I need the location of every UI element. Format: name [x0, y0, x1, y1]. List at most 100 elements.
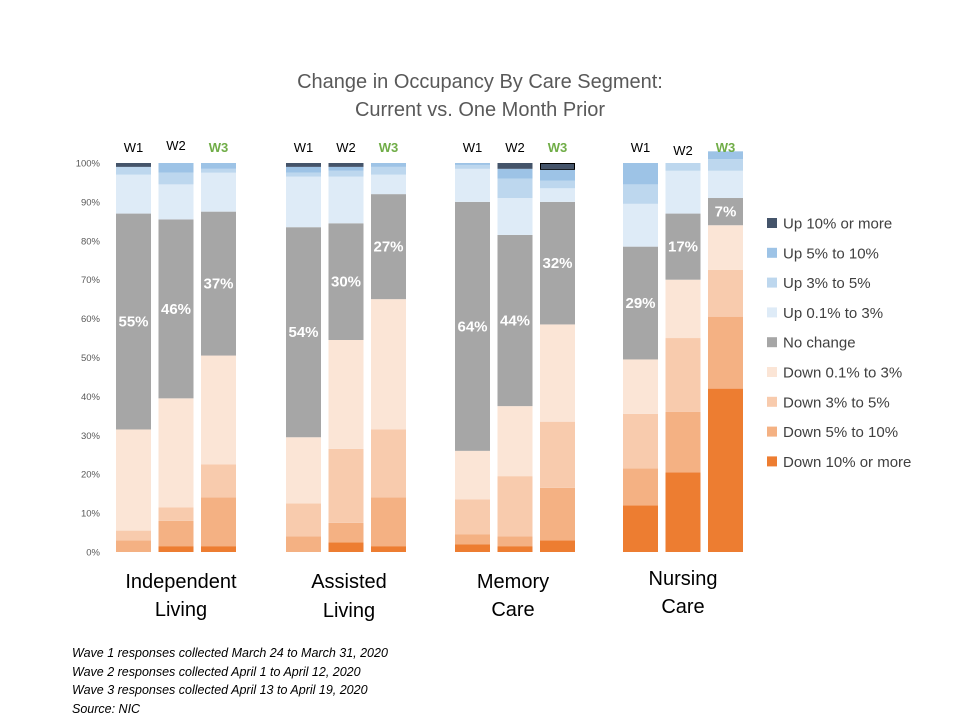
y-tick-label: 100%: [76, 159, 101, 170]
bar-segment: [708, 151, 743, 160]
bar-data-label: 46%: [161, 301, 191, 318]
bar-segment: [665, 338, 701, 412]
legend-label: Down 3% to 5%: [783, 394, 890, 411]
bar-data-label: 27%: [373, 239, 403, 256]
y-tick-label: 90%: [81, 197, 101, 208]
bar-segment: [371, 163, 406, 167]
bar-segment: [455, 201, 490, 451]
bar-segment: [497, 163, 533, 169]
wave-label: W2: [166, 138, 186, 153]
bar-segment: [497, 536, 533, 547]
bar-segment: [158, 163, 194, 173]
y-tick-label: 70%: [81, 275, 101, 286]
legend-label: Up 5% to 10%: [783, 245, 879, 262]
bar-segment: [623, 184, 658, 204]
bar-segment: [328, 448, 364, 523]
bar-segment: [328, 170, 364, 177]
bar-segment: [328, 166, 364, 171]
bar-data-label: 54%: [288, 324, 318, 341]
y-tick-label: 10%: [81, 509, 101, 520]
legend-label: Up 0.1% to 3%: [783, 305, 883, 322]
wave-label: W3: [209, 140, 229, 155]
bar-segment: [116, 213, 151, 430]
bar-segment: [371, 166, 406, 175]
category-label: Independent: [125, 571, 237, 593]
bar-segment: [286, 176, 321, 228]
bar-segment: [708, 159, 743, 171]
bar-segment: [158, 219, 194, 399]
bar-segment: [623, 246, 658, 360]
wave-label: W1: [631, 140, 651, 155]
bar-segment: [540, 163, 575, 169]
legend-label: Down 10% or more: [783, 454, 911, 471]
wave-label: W2: [505, 140, 525, 155]
bar-segment: [158, 184, 194, 220]
legend-swatch: [767, 247, 777, 258]
bar-segment: [623, 203, 658, 247]
wave-label: W2: [673, 143, 693, 158]
category-label: Care: [661, 596, 704, 618]
bar-segment: [540, 421, 575, 488]
legend-swatch: [767, 337, 777, 348]
bar-segment: [158, 398, 194, 508]
bar-segment: [328, 223, 364, 340]
category-label: Living: [155, 599, 207, 621]
chart-title-line2: Current vs. One Month Prior: [354, 99, 606, 121]
bar-segment: [116, 429, 151, 531]
bar-segment: [328, 163, 364, 167]
bar-segment: [116, 540, 151, 552]
bar-segment: [455, 164, 490, 169]
bar-segment: [623, 468, 658, 506]
bar-segment: [623, 163, 658, 185]
bar-segment: [708, 170, 743, 199]
wave-label: W3: [716, 140, 736, 155]
category-label: Living: [323, 600, 375, 622]
bar-segment: [371, 429, 406, 498]
bar-segment: [540, 188, 575, 202]
bar-data-label: 7%: [715, 204, 737, 221]
bar-segment: [116, 163, 151, 167]
bar-segment: [201, 355, 236, 465]
wave-label: W1: [124, 140, 144, 155]
bar-data-label: 32%: [542, 255, 572, 272]
bar-segment: [286, 163, 321, 167]
category-label: Nursing: [649, 568, 718, 590]
bar-data-label: 29%: [625, 295, 655, 312]
bar-segment: [286, 227, 321, 438]
bar-segment: [201, 163, 236, 169]
bar-segment: [455, 163, 490, 165]
legend-label: No change: [783, 335, 856, 352]
legend-label: Up 3% to 5%: [783, 275, 871, 292]
bar-segment: [708, 388, 743, 552]
bar-segment: [665, 472, 701, 552]
legend-label: Down 0.1% to 3%: [783, 365, 902, 382]
wave-label: W3: [379, 140, 399, 155]
footnote-wave1: Wave 1 responses collected March 24 to M…: [72, 646, 388, 660]
bar-segment: [286, 172, 321, 177]
category-label: Assisted: [311, 571, 387, 593]
bar-segment: [116, 530, 151, 541]
bar-segment: [158, 546, 194, 552]
bar-data-label: 55%: [118, 314, 148, 331]
bar-data-label: 30%: [331, 274, 361, 291]
bar-segment: [665, 279, 701, 339]
bar-segment: [158, 507, 194, 521]
legend-label: Down 5% to 10%: [783, 424, 898, 441]
wave-label: W1: [463, 140, 483, 155]
bar-segment: [201, 168, 236, 173]
bar-segment: [455, 534, 490, 545]
bar-segment: [455, 544, 490, 552]
footnote-wave2: Wave 2 responses collected April 1 to Ap…: [72, 664, 361, 679]
bar-data-label: 64%: [457, 318, 487, 335]
bar-segment: [455, 450, 490, 500]
y-tick-label: 60%: [81, 314, 101, 325]
bar-segment: [708, 198, 743, 226]
bar-segment: [623, 359, 658, 414]
bar-segment: [708, 269, 743, 317]
bar-segment: [497, 476, 533, 537]
legend-swatch: [767, 307, 777, 318]
footnote-source: Source: NIC: [72, 701, 141, 716]
y-tick-label: 0%: [86, 548, 100, 559]
bar-segment: [371, 497, 406, 547]
